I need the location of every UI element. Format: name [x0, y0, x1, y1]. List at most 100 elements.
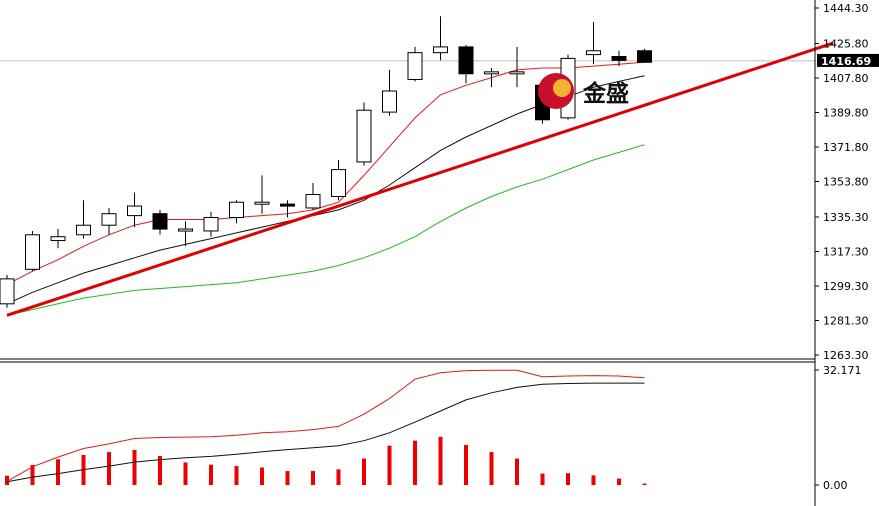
candle-body [458, 46, 474, 75]
price-tick-label: 1425.80 [823, 37, 869, 50]
current-price-badge [817, 53, 879, 67]
histogram-bar [642, 483, 647, 485]
current-price-label: 1416.69 [821, 55, 871, 68]
candle [101, 207, 117, 235]
candle [229, 200, 244, 224]
candle [331, 160, 346, 201]
candle-body [178, 228, 193, 232]
candle [254, 175, 270, 214]
histogram-bar [30, 464, 35, 485]
candle [407, 46, 423, 82]
candle [637, 48, 652, 63]
logo-text: 金盛 [582, 80, 629, 107]
histogram-bar [183, 462, 188, 485]
indicator-axis: 32.171 0.00 [815, 364, 862, 492]
candle-body [586, 50, 601, 56]
price-tick-label: 1317.30 [823, 245, 869, 258]
price-tick-label: 1281.30 [823, 314, 869, 327]
candle-body [76, 224, 91, 236]
candle-body [331, 169, 346, 197]
candle [203, 211, 219, 237]
histogram-bar [591, 475, 596, 485]
candle [458, 45, 474, 84]
candle [611, 50, 627, 67]
candle-body [356, 109, 372, 163]
price-tick-label: 1353.80 [823, 176, 869, 189]
candle-body [127, 205, 142, 217]
candle [152, 209, 168, 235]
candle [0, 275, 15, 308]
histogram-bar [234, 466, 239, 485]
candle [586, 21, 601, 65]
candle-body [101, 213, 117, 226]
histogram-bar [413, 440, 417, 485]
histogram-bar [132, 449, 137, 485]
candle-body [509, 71, 525, 75]
candle-body [203, 217, 219, 232]
candle [25, 230, 40, 272]
histogram-bar [617, 478, 621, 485]
macd-line [6, 382, 645, 483]
histogram-bar [540, 473, 545, 485]
histogram-bar [464, 444, 468, 485]
price-tick-label: 1444.30 [823, 2, 869, 15]
candle-body [484, 71, 499, 75]
indicator-panel [5, 369, 647, 485]
logo: 金盛 [538, 73, 629, 109]
histogram-bar [362, 458, 366, 485]
histogram-bar [438, 436, 443, 485]
candle-body [280, 203, 295, 207]
histogram-bar [56, 459, 60, 485]
ma-fast-line [6, 61, 645, 286]
price-tick-label: 1407.80 [823, 72, 869, 85]
candle [305, 183, 321, 210]
histogram-bar [387, 445, 392, 485]
histogram-bar [158, 456, 162, 485]
candle-body [0, 278, 15, 305]
candle [178, 221, 193, 247]
histogram-bar [285, 471, 290, 485]
candle-body [25, 234, 40, 270]
histogram-bar [5, 475, 9, 485]
candle-body [382, 90, 397, 113]
price-panel [0, 16, 834, 317]
logo-emblem-inner-icon [553, 79, 571, 97]
candle-body [433, 46, 448, 54]
histogram-bar [566, 473, 570, 485]
candle [76, 200, 91, 239]
candle [127, 192, 142, 228]
candle-body [152, 213, 168, 230]
candle [356, 102, 372, 166]
price-tick-label: 1335.30 [823, 211, 869, 224]
price-tick-label: 1371.80 [823, 141, 869, 154]
indicator-tick-label: 32.171 [823, 364, 862, 377]
candle-body [611, 56, 627, 61]
histogram-bar [515, 458, 519, 485]
histogram-bar [209, 464, 213, 485]
signal-line [6, 369, 645, 482]
histogram-bar [336, 469, 341, 485]
histogram-bar [260, 467, 264, 485]
candle [382, 69, 397, 116]
price-tick-label: 1299.30 [823, 280, 869, 293]
candle-body [637, 50, 652, 63]
price-tick-label: 1389.80 [823, 106, 869, 119]
candle-body [254, 201, 270, 205]
candle-body [407, 52, 423, 81]
histogram-bar [489, 452, 494, 485]
trendline [6, 41, 834, 317]
candle [509, 46, 525, 88]
candle [433, 16, 448, 61]
candle [484, 68, 499, 88]
candle-body [305, 194, 321, 209]
histogram-bar [107, 452, 111, 485]
candle [50, 229, 66, 249]
ma-slow-line [6, 144, 645, 316]
price-tick-label: 1263.30 [823, 349, 869, 362]
histogram-bar [311, 471, 315, 485]
indicator-tick-label: 0.00 [823, 479, 848, 492]
candle-body [229, 201, 244, 219]
candle [280, 200, 295, 218]
